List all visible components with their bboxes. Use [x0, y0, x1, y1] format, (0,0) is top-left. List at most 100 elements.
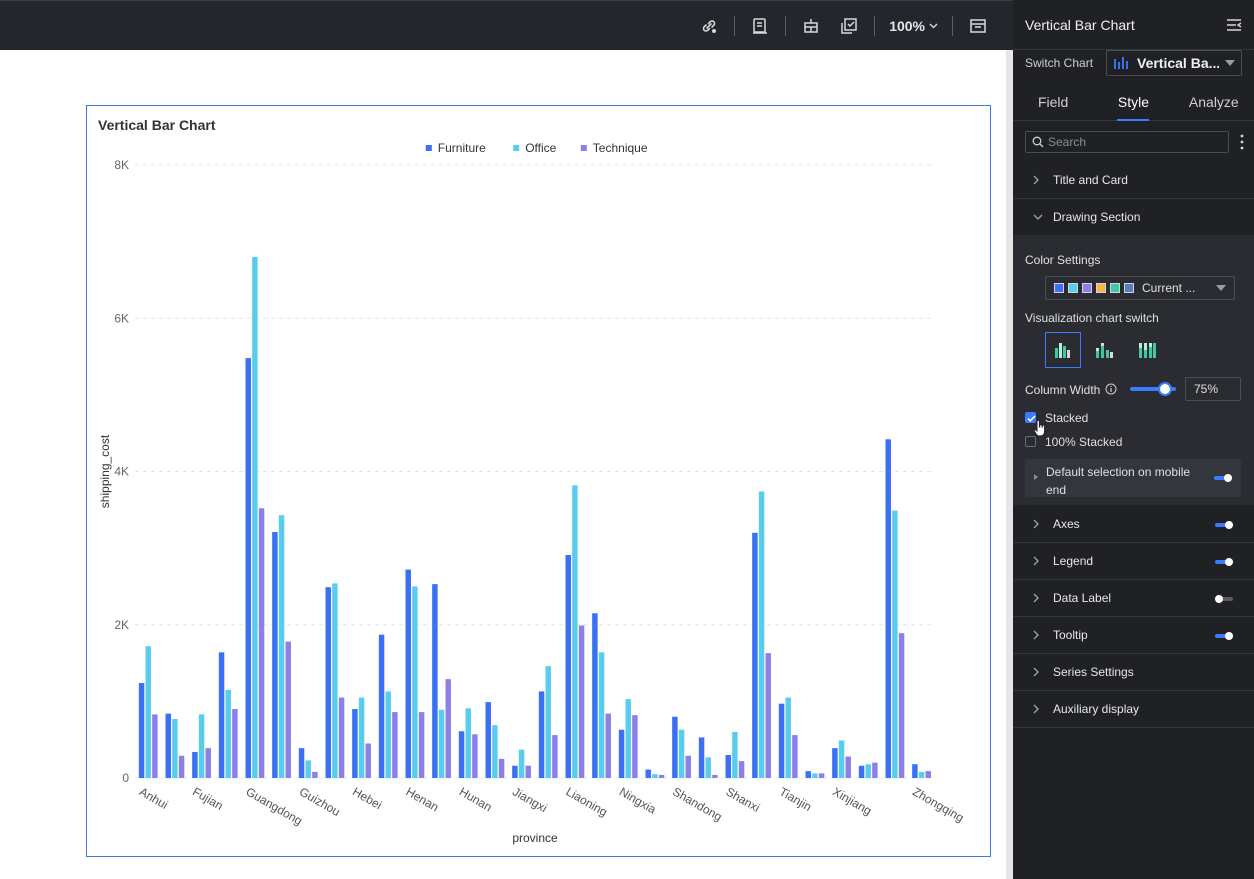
more-options-icon[interactable] — [1237, 133, 1247, 151]
bar — [518, 749, 525, 778]
column-width-input[interactable]: 75% — [1185, 377, 1241, 401]
bar — [332, 583, 338, 778]
bar — [645, 769, 651, 778]
caret-down-icon — [1225, 60, 1235, 66]
canvas-scrollbar[interactable] — [1006, 50, 1013, 879]
color-swatch — [1096, 283, 1106, 293]
x-tick-label: Tianjin — [777, 784, 814, 814]
viz-grouped-button[interactable] — [1045, 332, 1081, 368]
bar — [232, 709, 238, 778]
column-width-label: Column Width — [1025, 383, 1101, 397]
tab-field[interactable]: Field — [1037, 94, 1069, 110]
color-scheme-select[interactable]: Current ... — [1045, 276, 1235, 300]
column-width-slider[interactable] — [1129, 381, 1177, 397]
chevron-right-icon — [1033, 593, 1043, 603]
bar — [145, 646, 151, 778]
bar — [712, 774, 718, 778]
axes-toggle[interactable] — [1214, 520, 1234, 530]
bar — [805, 771, 811, 778]
bar — [152, 714, 158, 778]
x-tick-label: Guizhou — [297, 784, 343, 818]
collapse-panel-icon[interactable] — [1226, 18, 1242, 32]
chart-card[interactable]: Vertical Bar Chart 0 2K 4K 6K 8K shipping_cos… — [86, 105, 991, 857]
panel-title: Vertical Bar Chart — [1025, 16, 1135, 33]
bar — [512, 765, 518, 778]
bar — [458, 731, 465, 778]
bar — [365, 743, 371, 778]
legend-entry: Furniture — [438, 141, 486, 155]
stacked-checkbox[interactable] — [1025, 412, 1036, 423]
section-legend[interactable]: Legend — [1013, 543, 1254, 580]
bar — [378, 634, 385, 778]
section-label: Data Label — [1053, 591, 1112, 605]
section-series-settings[interactable]: Series Settings — [1013, 654, 1254, 691]
tooltip-toggle[interactable] — [1214, 631, 1234, 641]
section-title-card[interactable]: Title and Card — [1013, 162, 1254, 199]
section-tooltip[interactable]: Tooltip — [1013, 617, 1254, 654]
legend-toggle[interactable] — [1214, 557, 1234, 567]
caret-down-icon — [1216, 285, 1226, 291]
tab-style[interactable]: Style — [1093, 85, 1173, 120]
layout-icon[interactable] — [797, 12, 825, 40]
search-input[interactable] — [1048, 135, 1218, 149]
legend-entry: Office — [525, 141, 556, 155]
bar — [245, 358, 251, 778]
bar — [352, 709, 358, 778]
zoom-dropdown[interactable]: 100% — [889, 18, 938, 34]
table-icon[interactable] — [964, 12, 992, 40]
switch-chart-label: Switch Chart — [1025, 56, 1094, 70]
bar — [172, 718, 178, 778]
bar — [498, 758, 505, 778]
bar — [605, 713, 611, 778]
percent-stacked-checkbox[interactable] — [1025, 436, 1036, 447]
bar — [832, 748, 838, 778]
bar — [325, 587, 331, 778]
bar — [885, 439, 891, 778]
toolbar-divider — [952, 16, 953, 36]
link-icon[interactable] — [695, 12, 723, 40]
style-panel: Vertical Bar Chart Switch Chart Vertical… — [1013, 0, 1254, 879]
section-data-label[interactable]: Data Label — [1013, 580, 1254, 617]
bar — [418, 712, 425, 778]
info-icon[interactable] — [1105, 383, 1117, 395]
bar — [725, 755, 731, 778]
bar — [298, 748, 305, 778]
bar — [898, 633, 905, 778]
section-auxiliary-display[interactable]: Auxiliary display — [1013, 691, 1254, 728]
bar — [918, 771, 925, 778]
switch-chart-select[interactable]: Vertical Ba... — [1106, 50, 1242, 76]
bar — [412, 586, 418, 778]
bar — [778, 703, 785, 778]
mobile-default-toggle[interactable] — [1213, 473, 1233, 483]
chevron-right-icon — [1033, 704, 1043, 714]
viz-stacked-button[interactable] — [1086, 332, 1122, 368]
x-tick-label: Shandong — [670, 784, 724, 823]
data-label-toggle[interactable] — [1214, 594, 1234, 604]
section-label: Axes — [1053, 517, 1080, 531]
report-icon[interactable] — [746, 12, 774, 40]
bar — [812, 773, 818, 778]
bar — [705, 757, 711, 778]
bar — [485, 702, 491, 778]
bar — [685, 755, 691, 778]
check-doc-icon[interactable] — [835, 12, 863, 40]
section-axes[interactable]: Axes — [1013, 506, 1254, 543]
x-tick-label: Ningxia — [617, 784, 659, 816]
bar — [738, 761, 745, 778]
y-tick-label: 2K — [114, 618, 129, 632]
bar — [732, 732, 738, 778]
bar — [912, 764, 918, 778]
y-tick-label: 6K — [114, 311, 129, 325]
bar — [445, 679, 451, 778]
search-box — [1025, 131, 1229, 153]
viz-percent-button[interactable] — [1129, 332, 1165, 368]
bar — [632, 715, 638, 778]
legend-swatch — [425, 145, 432, 151]
check-icon — [1027, 415, 1036, 422]
bar — [225, 689, 231, 778]
bar — [192, 751, 198, 778]
section-drawing[interactable]: Drawing Section — [1013, 199, 1254, 236]
bar — [565, 555, 571, 778]
tab-analyze[interactable]: Analyze — [1188, 94, 1239, 110]
mobile-default-row[interactable]: Default selection on mobile end — [1025, 459, 1241, 497]
